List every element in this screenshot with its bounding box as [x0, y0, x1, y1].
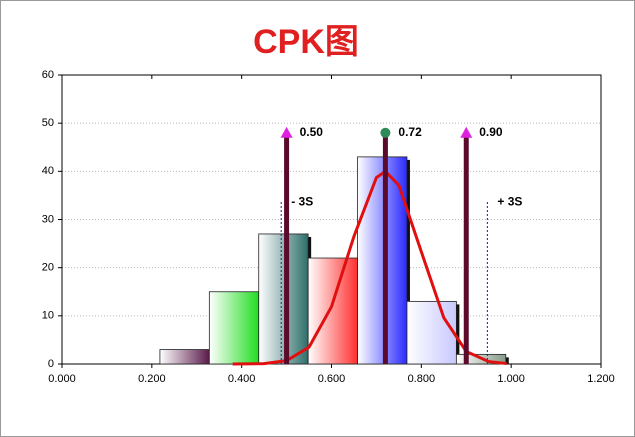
marker-head	[380, 127, 391, 138]
y-tick-label: 0	[48, 358, 54, 370]
x-tick-label: 0.400	[228, 373, 256, 385]
bar	[208, 291, 260, 365]
bar	[307, 257, 358, 365]
marker-label: 0.50	[300, 125, 324, 139]
y-tick-label: 30	[42, 213, 54, 225]
bar	[258, 233, 309, 365]
x-tick-label: 0.800	[408, 373, 436, 385]
bar	[357, 156, 408, 365]
y-tick-label: 60	[42, 69, 54, 81]
x-tick-label: 0.600	[318, 373, 346, 385]
x-tick-label: 1.000	[497, 373, 525, 385]
y-tick-label: 10	[42, 310, 54, 322]
sigma-label: - 3S	[291, 194, 313, 208]
x-tick-label: 1.200	[587, 373, 615, 385]
y-tick-label: 40	[42, 165, 54, 177]
marker-head	[280, 126, 293, 138]
x-tick-label: 0.200	[138, 373, 166, 385]
marker-label: 0.90	[479, 125, 503, 139]
bar	[159, 349, 210, 365]
chart-title: CPK图	[253, 23, 359, 61]
y-tick-label: 50	[42, 117, 54, 129]
normal-curve	[232, 169, 507, 366]
bar	[406, 300, 457, 365]
x-tick-label: 0.000	[48, 373, 76, 385]
sigma-label: + 3S	[497, 194, 522, 208]
marker-head	[460, 126, 473, 138]
y-tick-label: 20	[42, 262, 54, 274]
marker-label: 0.72	[398, 125, 422, 139]
